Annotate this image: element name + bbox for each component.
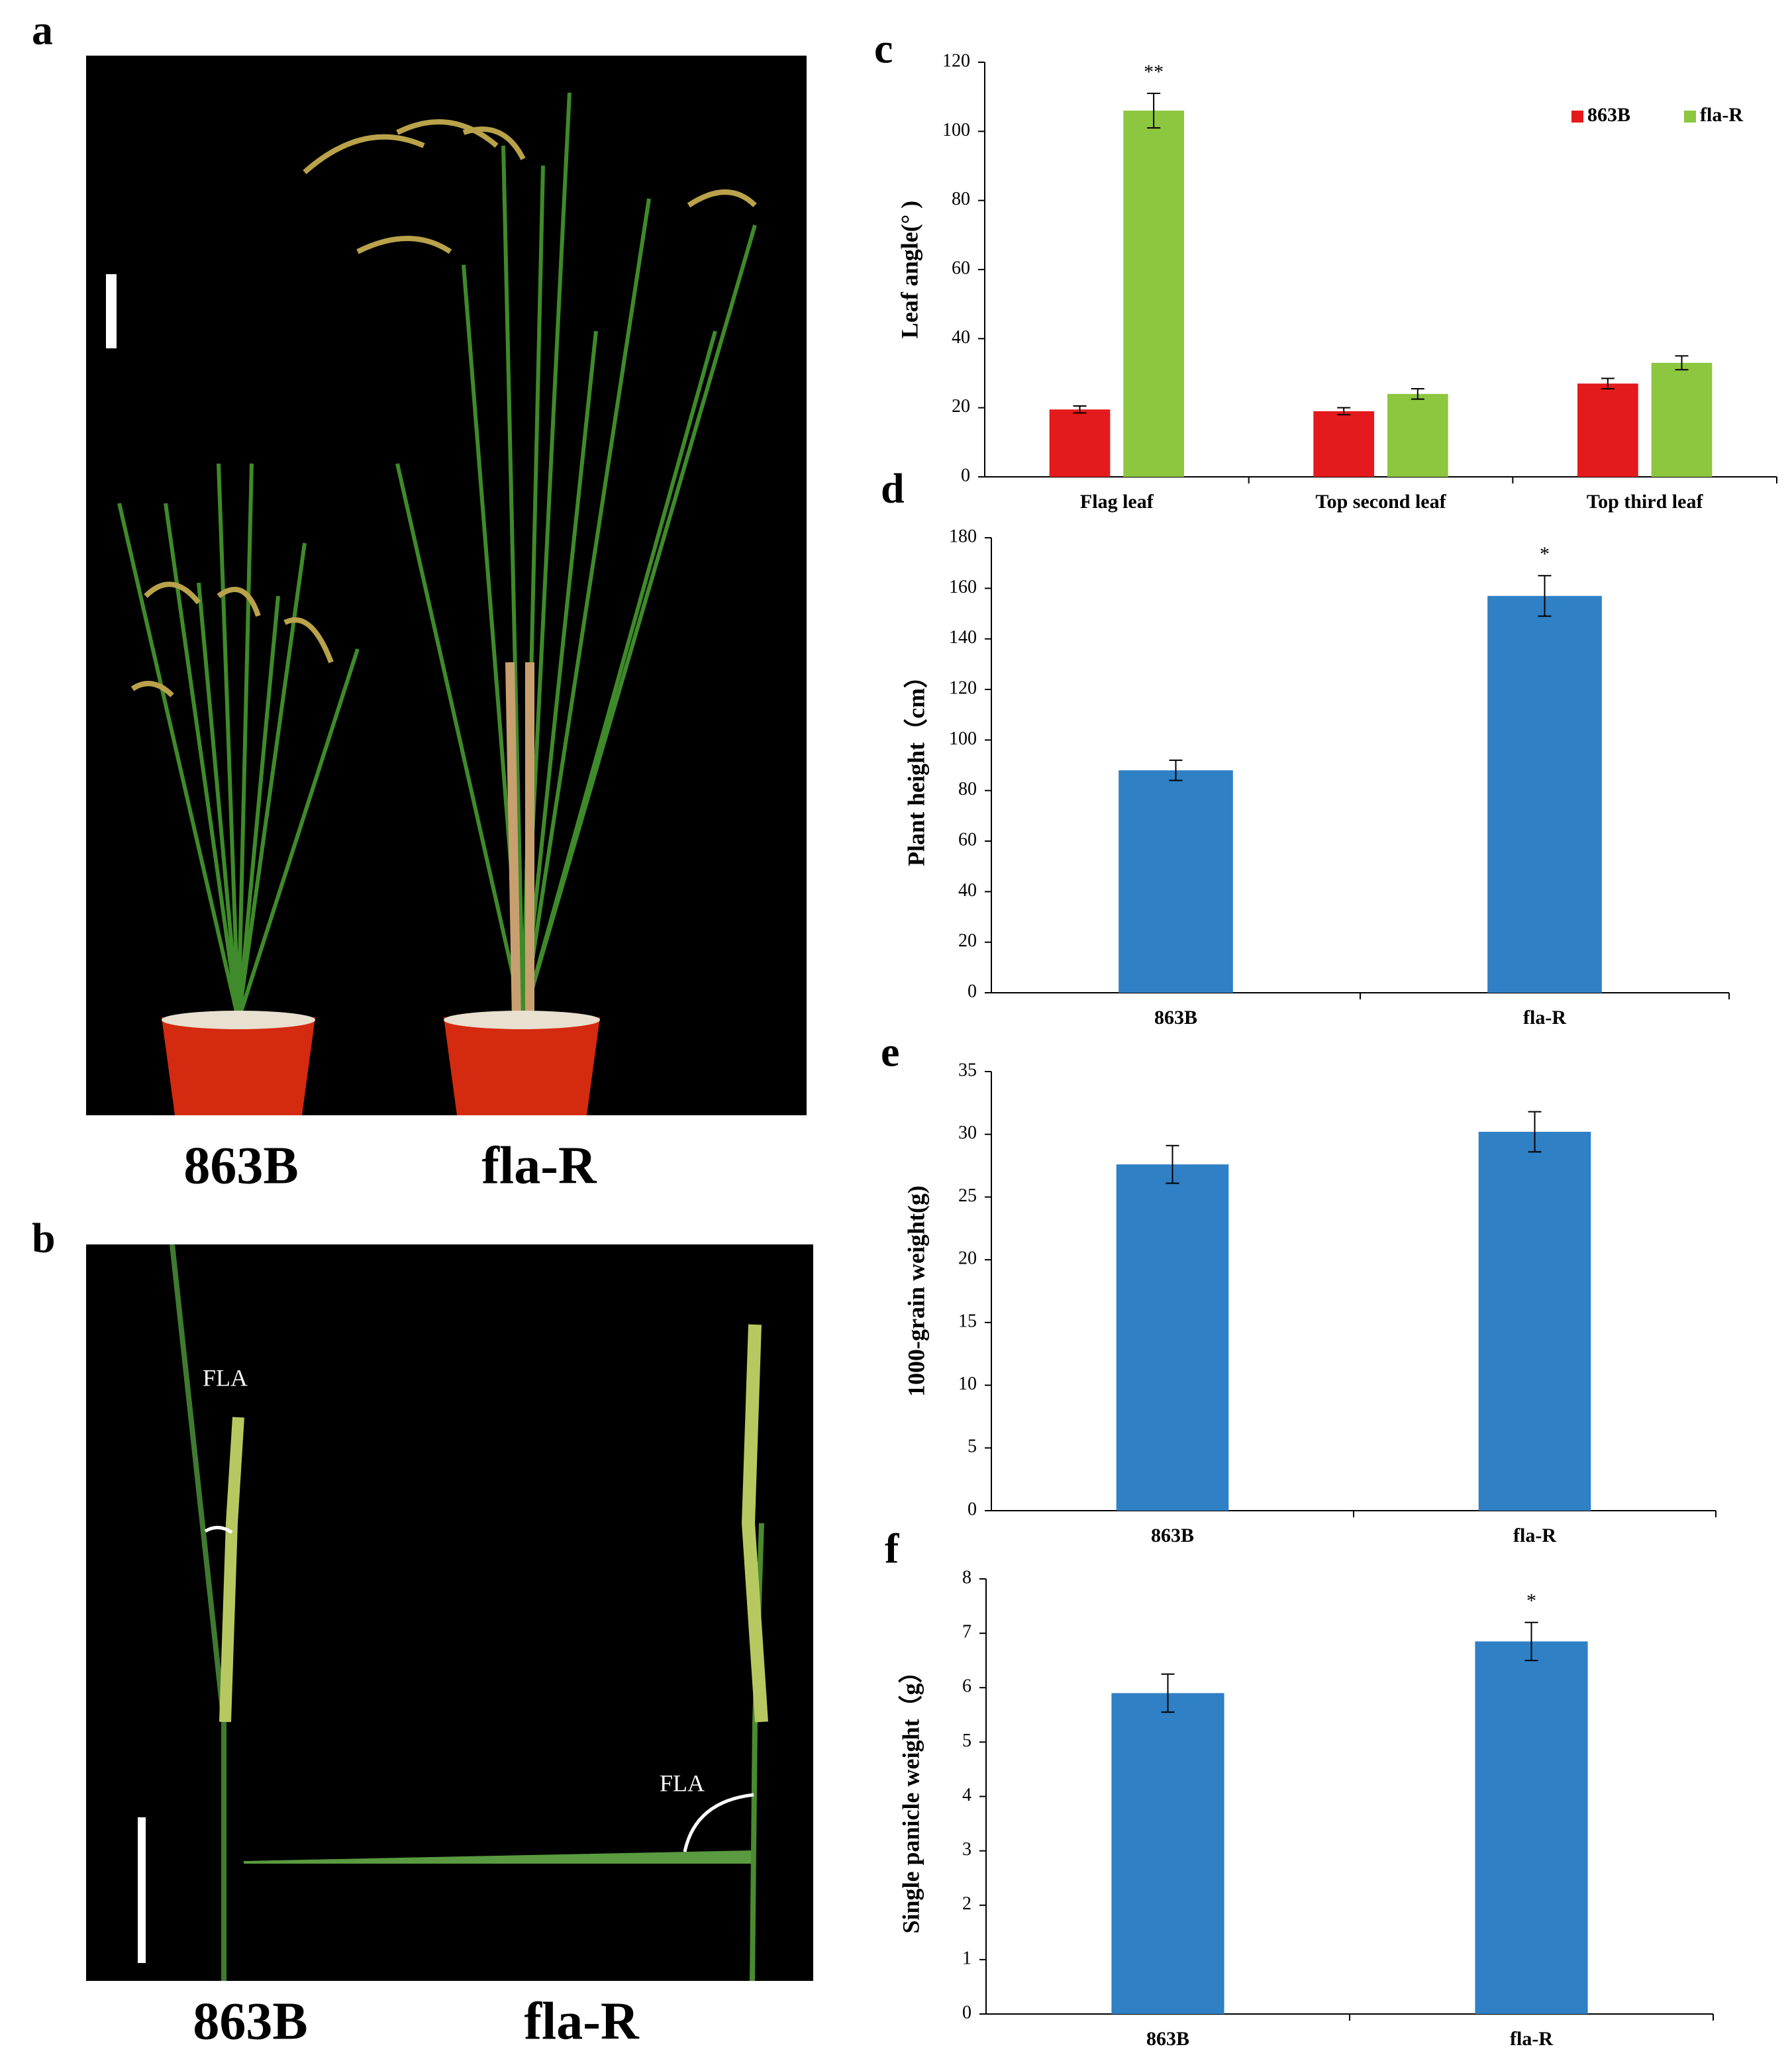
y-tick-label: 120 — [949, 678, 977, 698]
panel-label: b — [32, 1215, 56, 1262]
legend-swatch — [1571, 111, 1583, 123]
bar — [1487, 595, 1602, 993]
y-tick-label: 0 — [962, 2002, 971, 2023]
y-tick-label: 10 — [958, 1374, 977, 1394]
bar — [1577, 383, 1638, 477]
y-tick-label: 20 — [952, 396, 970, 417]
legend-label: fla-R — [1700, 104, 1743, 126]
y-tick-label: 7 — [962, 1622, 971, 1642]
significance: * — [1540, 543, 1550, 565]
y-tick-label: 8 — [962, 1567, 971, 1587]
error-bar — [1166, 1144, 1179, 1184]
y-tick-label: 180 — [949, 526, 977, 546]
y-tick-label: 6 — [962, 1676, 971, 1697]
panel-label: e — [881, 1029, 899, 1076]
error-bar — [1601, 378, 1615, 389]
error-bar — [1675, 355, 1689, 371]
bar — [1049, 409, 1111, 477]
error-bar — [1161, 1673, 1175, 1713]
bar — [1313, 411, 1375, 477]
x-tick-label: fla-R — [1510, 2028, 1553, 2050]
significance: * — [1526, 1590, 1536, 1612]
error-bar — [1524, 1621, 1538, 1662]
y-tick-label: 20 — [958, 1248, 977, 1269]
y-axis-label: Leaf angle(° ) — [896, 201, 922, 338]
caption: fla-R — [481, 1136, 597, 1195]
bar — [1111, 1693, 1224, 2014]
x-tick-label: fla-R — [1513, 1525, 1556, 1546]
y-tick-label: 1 — [962, 1948, 971, 1968]
y-tick-label: 80 — [958, 779, 977, 799]
caption: 863B — [193, 1992, 307, 2050]
error-bar — [1337, 407, 1351, 416]
error-bar — [1169, 759, 1183, 781]
y-tick-label: 35 — [958, 1060, 977, 1080]
y-tick-label: 20 — [958, 931, 977, 951]
y-tick-label: 100 — [942, 120, 970, 140]
y-tick-label: 5 — [962, 1731, 971, 1751]
error-bar — [1411, 387, 1424, 400]
x-tick-label: Flag leaf — [1080, 491, 1154, 513]
y-tick-label: 40 — [958, 880, 977, 901]
panel-label: d — [881, 465, 905, 512]
significance: ** — [1144, 61, 1164, 83]
annotation: FLA — [660, 1770, 705, 1796]
error-bar — [1073, 405, 1087, 414]
bar — [1123, 111, 1184, 478]
annotation: FLA — [203, 1364, 248, 1391]
error-bar — [1528, 1111, 1542, 1153]
x-tick-label: 863B — [1154, 1007, 1197, 1029]
y-tick-label: 25 — [958, 1185, 977, 1206]
y-tick-label: 80 — [952, 189, 970, 209]
legend-label: 863B — [1587, 104, 1630, 126]
y-axis-label: Plant height（cm） — [903, 664, 929, 866]
y-tick-label: 40 — [952, 327, 970, 348]
error-bar — [1147, 92, 1161, 129]
caption: 863B — [183, 1136, 298, 1195]
y-tick-label: 60 — [952, 258, 970, 278]
y-tick-label: 0 — [968, 1499, 977, 1519]
x-tick-label: fla-R — [1523, 1007, 1566, 1029]
y-tick-label: 4 — [962, 1785, 971, 1805]
caption: fla-R — [524, 1992, 640, 2050]
bar — [1116, 1164, 1229, 1511]
y-tick-label: 120 — [942, 50, 970, 71]
legend-swatch — [1684, 111, 1696, 123]
y-tick-label: 160 — [949, 577, 977, 597]
x-tick-label: Top third leaf — [1587, 491, 1704, 513]
error-bar — [1538, 575, 1552, 617]
photo-b — [86, 1244, 813, 1982]
x-tick-label: 863B — [1151, 1525, 1194, 1546]
y-tick-label: 0 — [968, 981, 977, 1001]
y-tick-label: 60 — [958, 829, 977, 850]
y-tick-label: 30 — [958, 1123, 977, 1143]
bar — [1119, 770, 1233, 993]
y-tick-label: 15 — [958, 1311, 977, 1331]
y-axis-label: 1000-grain weight(g) — [903, 1185, 929, 1397]
y-tick-label: 0 — [961, 465, 970, 485]
x-tick-label: Top second leaf — [1315, 491, 1446, 513]
panel-label: a — [32, 7, 53, 54]
bar — [1387, 393, 1448, 477]
y-axis-label: Single panicle weight（g） — [897, 1659, 924, 1933]
bar — [1478, 1131, 1591, 1511]
bar — [1651, 362, 1713, 477]
y-tick-label: 3 — [962, 1839, 971, 1860]
y-tick-label: 140 — [949, 627, 977, 648]
photo-a — [86, 56, 807, 1115]
panel-label: f — [885, 1525, 899, 1572]
panel-label: c — [874, 25, 893, 72]
y-tick-label: 5 — [968, 1436, 977, 1457]
y-tick-label: 100 — [949, 729, 977, 749]
x-tick-label: 863B — [1146, 2028, 1189, 2050]
y-tick-label: 2 — [962, 1893, 971, 1914]
bar — [1475, 1641, 1588, 2014]
